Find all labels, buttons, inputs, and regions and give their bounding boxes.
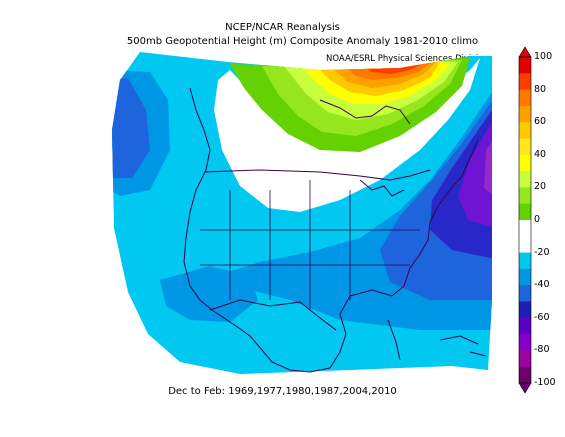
colorbar-swatch [519, 73, 531, 91]
colorbar-swatch [519, 350, 531, 368]
colorbar-swatch [519, 236, 531, 254]
colorbar-tick-label: 40 [534, 148, 547, 160]
colorbar-tick-label: 20 [534, 181, 547, 193]
colorbar-swatch [519, 317, 531, 335]
anomaly-low-west-core [112, 78, 150, 178]
anomaly-low-south [160, 266, 258, 322]
date-range-caption: Dec to Feb: 1969,1977,1980,1987,2004,201… [168, 386, 397, 397]
colorbar-tick-label: 80 [534, 83, 547, 95]
colorbar-tick-label: 100 [534, 51, 553, 62]
colorbar-swatch [519, 122, 531, 139]
florida-outline [387, 319, 401, 361]
colorbar-swatch [519, 187, 531, 205]
us-mexico-border [209, 299, 337, 331]
anomaly-neutral-zone [214, 58, 480, 212]
map-title: NCEP/NCAR Reanalysis [225, 22, 340, 33]
great-lakes [359, 179, 405, 197]
caribbean-islands [439, 335, 487, 357]
anomaly-trough-band-50 [458, 110, 492, 230]
map-subtitle: 500mb Geopotential Height (m) Composite … [126, 36, 479, 47]
colorbar-swatch [519, 268, 531, 286]
colorbar-swatch [519, 138, 531, 156]
colorbar-tick-label: 60 [534, 116, 547, 128]
colorbar-tick-label: 0 [534, 214, 541, 225]
colorbar-swatch [519, 334, 531, 351]
colorbar-swatch [519, 57, 531, 74]
colorbar-swatch [519, 203, 531, 221]
colorbar-outline [518, 56, 532, 384]
colorbar-swatch [519, 252, 531, 270]
hudson-bay-outline [319, 99, 411, 125]
coastlines [183, 87, 487, 373]
us-canada-border [203, 169, 431, 181]
colorbar-swatch [519, 285, 531, 302]
colorbar-tick-label: -80 [534, 344, 550, 356]
colorbar-swatch [519, 154, 531, 172]
colorbar-swatch [519, 220, 531, 237]
colorbar-swatch [519, 105, 531, 123]
colorbar-swatches [518, 46, 532, 394]
colorbar-tick-label: -40 [534, 279, 550, 291]
state-borders [200, 180, 420, 310]
east-coastline [329, 139, 479, 369]
colorbar-tick-label: -60 [534, 311, 550, 323]
anomaly-trough-core [484, 130, 492, 200]
credit-label: NOAA/ESRL Physical Sciences Division [326, 54, 489, 64]
west-coastline [183, 87, 213, 311]
colorbar-tick-label: -100 [534, 377, 556, 388]
colorbar-swatch [519, 89, 531, 107]
colorbar-swatch [519, 171, 531, 188]
mexico-coastline [211, 309, 331, 373]
colorbar-swatch [519, 366, 531, 384]
colorbar-max-arrow [518, 46, 532, 58]
colorbar-tick-label: -20 [534, 246, 550, 258]
colorbar-swatch [519, 301, 531, 319]
